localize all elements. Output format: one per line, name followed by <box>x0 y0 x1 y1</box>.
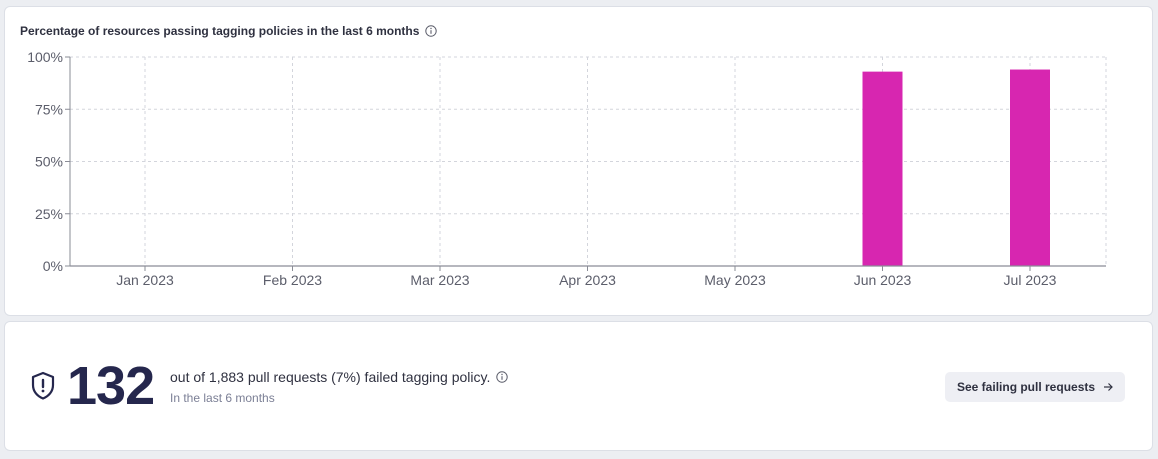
x-tick-label: Jul 2023 <box>1004 272 1057 288</box>
y-tick-label: 75% <box>35 101 63 117</box>
x-tick-label: May 2023 <box>704 272 766 288</box>
y-tick-label: 100% <box>27 49 63 65</box>
bar-jun-2023 <box>862 71 903 266</box>
bar-jul-2023 <box>1010 69 1050 266</box>
see-failing-pull-requests-button[interactable]: See failing pull requests <box>945 372 1126 402</box>
failed-count: 132 <box>67 356 155 416</box>
cta-label: See failing pull requests <box>957 380 1096 394</box>
x-tick-label: Mar 2023 <box>410 272 469 288</box>
y-tick-label: 0% <box>43 258 63 274</box>
stats-card: 132 out of 1,883 pull requests (7%) fail… <box>4 321 1153 451</box>
y-tick-label: 50% <box>35 154 63 170</box>
x-tick-label: Jun 2023 <box>854 272 912 288</box>
chart-card: Percentage of resources passing tagging … <box>4 6 1153 316</box>
arrow-right-icon <box>1103 382 1113 392</box>
shield-alert-icon <box>30 371 56 401</box>
failed-description-text: out of 1,883 pull requests (7%) failed t… <box>170 369 491 385</box>
y-tick-label: 25% <box>35 206 63 222</box>
failed-description: out of 1,883 pull requests (7%) failed t… <box>170 369 509 385</box>
chart-title: Percentage of resources passing tagging … <box>20 24 420 38</box>
info-icon[interactable] <box>496 371 509 383</box>
x-tick-label: Feb 2023 <box>263 272 322 288</box>
bar-chart: 0% 25% 50% 75% 100% Jan 2023 Feb 2023 Mar 2023 A… <box>27 49 1107 288</box>
x-tick-label: Apr 2023 <box>559 272 616 288</box>
chart-header: Percentage of resources passing tagging … <box>20 24 438 38</box>
time-range-subtext: In the last 6 months <box>170 391 275 405</box>
info-icon[interactable] <box>425 25 438 37</box>
x-tick-label: Jan 2023 <box>116 272 174 288</box>
